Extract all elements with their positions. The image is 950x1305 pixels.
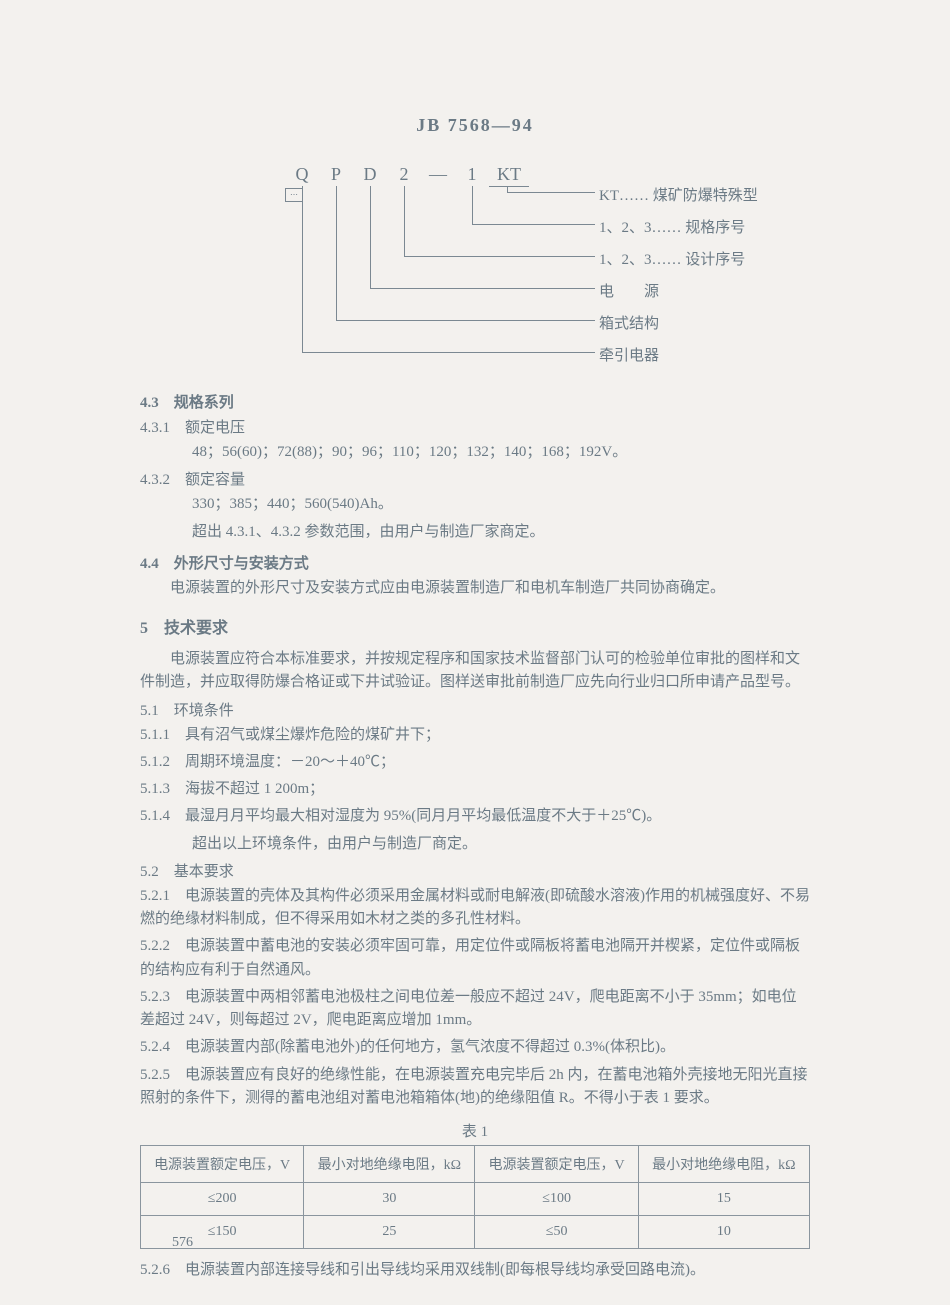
small-box-icon: ⋯ [285,188,303,202]
standard-code: JB 7568—94 [140,115,810,136]
heading-5-2: 5.2 基本要求 [140,860,810,881]
note-5-1: 超出以上环境条件，由用户与制造厂商定。 [192,833,810,856]
page-number: 576 [172,1235,193,1251]
heading-5: 5 技术要求 [140,614,810,638]
diagram-letters: QPD2—1KT [285,164,529,185]
item-5-1-1: 5.1.1 具有沼气或煤尘爆炸危险的煤矿井下； [140,724,810,747]
diag-letter: P [319,164,353,185]
body-4-3-2b: 超出 4.3.1、4.3.2 参数范围，由用户与制造厂家商定。 [192,521,810,544]
item-5-1-4: 5.1.4 最湿月月平均最大相对湿度为 95%(同月月平均最低温度不大于＋25℃… [140,805,810,828]
body-4-3-2a: 330；385；440；560(540)Ah。 [192,493,810,516]
diag-letter: 1 [455,164,489,185]
table-header: 最小对地绝缘电阻，kΩ [304,1146,475,1183]
model-code-diagram: QPD2—1KT ⋯ KT…… 煤矿防爆特殊型 1、2、3…… 规格序号 1、2… [285,164,810,379]
insulation-table: 电源装置额定电压，V 最小对地绝缘电阻，kΩ 电源装置额定电压，V 最小对地绝缘… [140,1145,810,1249]
body-4-3-1: 48；56(60)；72(88)；90；96；110；120；132；140；1… [192,441,810,464]
diag-letter: 2 [387,164,421,185]
heading-4-4: 4.4 外形尺寸与安装方式 [140,552,810,573]
item-5-2-3: 5.2.3 电源装置中两相邻蓄电池极柱之间电位差一般应不超过 24V，爬电距离不… [140,986,810,1033]
item-5-2-2: 5.2.2 电源装置中蓄电池的安装必须牢固可靠，用定位件或隔板将蓄电池隔开并楔紧… [140,935,810,982]
table-row: ≤150 25 ≤50 10 [141,1216,810,1249]
diag-letter: D [353,164,387,185]
diag-label: 电 源 [599,280,659,301]
diag-label: KT…… 煤矿防爆特殊型 [599,184,758,205]
table-header: 最小对地绝缘电阻，kΩ [638,1146,809,1183]
table-cell: ≤50 [475,1216,638,1249]
diag-letter: Q [285,164,319,185]
item-5-2-6: 5.2.6 电源装置内部连接导线和引出导线均采用双线制(即每根导线均承受回路电流… [140,1259,810,1282]
diag-label: 箱式结构 [599,312,659,333]
body-5-intro: 电源装置应符合本标准要求，并按规定程序和国家技术监督部门认可的检验单位审批的图样… [140,648,810,695]
table-row: ≤200 30 ≤100 15 [141,1183,810,1216]
table-cell: ≤200 [141,1183,304,1216]
item-5-2-5: 5.2.5 电源装置应有良好的绝缘性能，在电源装置充电完毕后 2h 内，在蓄电池… [140,1064,810,1111]
diag-letter: KT [489,164,529,185]
item-5-1-2: 5.1.2 周期环境温度：－20～＋40℃； [140,751,810,774]
table-cell: 30 [304,1183,475,1216]
item-5-2-1: 5.2.1 电源装置的壳体及其构件必须采用金属材料或耐电解液(即硫酸水溶液)作用… [140,885,810,932]
item-5-1-3: 5.1.3 海拔不超过 1 200m； [140,778,810,801]
heading-4-3: 4.3 规格系列 [140,391,810,412]
diag-label: 1、2、3…… 规格序号 [599,216,745,237]
item-5-2-4: 5.2.4 电源装置内部(除蓄电池外)的任何地方，氢气浓度不得超过 0.3%(体… [140,1036,810,1059]
table-header: 电源装置额定电压，V [141,1146,304,1183]
body-4-4: 电源装置的外形尺寸及安装方式应由电源装置制造厂和电机车制造厂共同协商确定。 [140,577,810,600]
heading-4-3-2: 4.3.2 额定容量 [140,468,810,489]
diag-label: 牵引电器 [599,344,659,365]
table-header: 电源装置额定电压，V [475,1146,638,1183]
table-cell: ≤100 [475,1183,638,1216]
table-cell: ≤150 [141,1216,304,1249]
table-cell: 10 [638,1216,809,1249]
table-cell: 25 [304,1216,475,1249]
table-cell: 15 [638,1183,809,1216]
diag-label: 1、2、3…… 设计序号 [599,248,745,269]
diag-letter: — [421,164,455,185]
heading-5-1: 5.1 环境条件 [140,699,810,720]
table-caption: 表 1 [140,1120,810,1141]
heading-4-3-1: 4.3.1 额定电压 [140,416,810,437]
